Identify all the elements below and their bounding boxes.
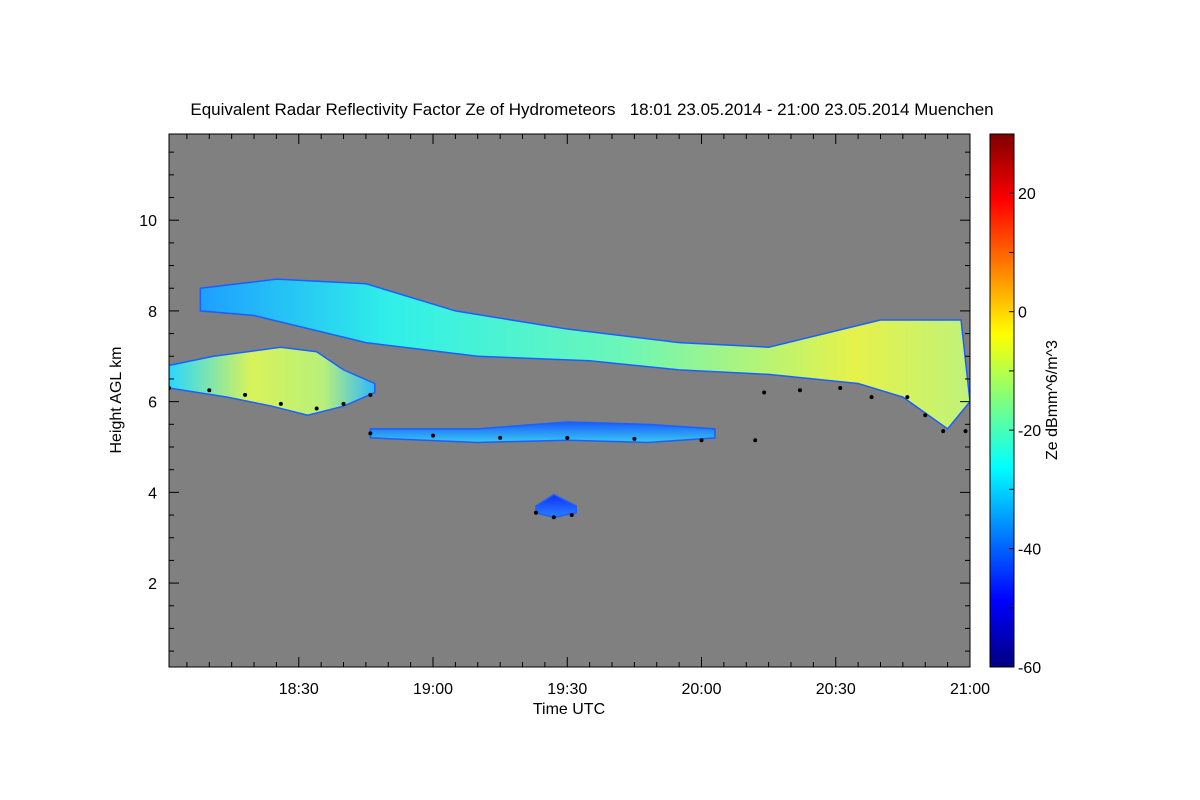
y-tick-label: 4: [148, 485, 157, 502]
cloud-base-points: [169, 386, 968, 520]
cloud-base-point: [278, 401, 283, 406]
cloud-base-point: [905, 395, 910, 400]
colorbar-label: Ze dBmm^6/m^3: [1044, 340, 1061, 460]
cloud-base-point: [762, 390, 767, 395]
cloud-layer: upper ice cloud: [199, 278, 970, 430]
x-tick-label: 19:00: [413, 681, 453, 698]
x-axis-ticks: 18:30 19:00 19:30 20:00 20:30 21:00: [186, 134, 990, 698]
cloud-base-point: [498, 435, 503, 440]
y-axis-ticks: 2 4 6 8 10: [139, 151, 970, 652]
y-tick-label: 2: [148, 576, 157, 593]
colorbar-tick-label: -40: [1018, 542, 1041, 559]
chart-title: Equivalent Radar Reflectivity Factor Ze …: [190, 100, 993, 119]
cloud-base-point: [941, 429, 946, 434]
cloud-base-point: [314, 406, 319, 411]
cloud-base-point: [207, 388, 212, 393]
colorbar-tick-label: -20: [1018, 423, 1041, 440]
cloud-base-point: [923, 413, 928, 418]
cloud-layers: upper ice cloudlower layer mid-level laye…: [169, 278, 970, 519]
cloud-base-point: [869, 395, 874, 400]
y-tick-label: 10: [139, 213, 157, 230]
plot-frame: [168, 133, 971, 668]
cloud-base-point: [368, 431, 373, 436]
cloud-base-point: [243, 392, 248, 397]
x-tick-label: 19:30: [547, 681, 587, 698]
x-tick-label: 21:00: [950, 681, 990, 698]
cloud-base-point: [753, 438, 758, 443]
x-tick-label: 20:30: [816, 681, 856, 698]
x-axis-label: Time UTC: [533, 701, 605, 718]
cloud-base-point: [569, 513, 574, 518]
cloud-base-point: [699, 438, 704, 443]
cloud-base-point: [431, 433, 436, 438]
colorbar: [989, 133, 1015, 668]
y-tick-label: 8: [148, 304, 157, 321]
y-tick-label: 6: [148, 395, 157, 412]
cloud-layer: lower layer: [169, 346, 376, 417]
colorbar-tick-label: 0: [1018, 305, 1027, 322]
cloud-base-point: [368, 392, 373, 397]
y-axis-label: Height AGL km: [108, 346, 125, 453]
cloud-base-point: [551, 515, 556, 520]
cloud-base-point: [632, 436, 637, 441]
cloud-base-point: [533, 510, 538, 515]
cloud-base-point: [341, 401, 346, 406]
cloud-base-point: [565, 435, 570, 440]
x-tick-label: 20:00: [681, 681, 721, 698]
cloud-base-point: [797, 388, 802, 393]
cloud-base-point: [838, 386, 843, 391]
colorbar-tick-label: 20: [1018, 186, 1036, 203]
x-tick-label: 18:30: [279, 681, 319, 698]
cloud-layer: mid-level layer: [369, 421, 716, 444]
colorbar-ticks: 20 0 -20 -40 -60: [1009, 133, 1041, 677]
cloud-base-point: [963, 429, 968, 434]
colorbar-tick-label: -60: [1018, 660, 1041, 677]
